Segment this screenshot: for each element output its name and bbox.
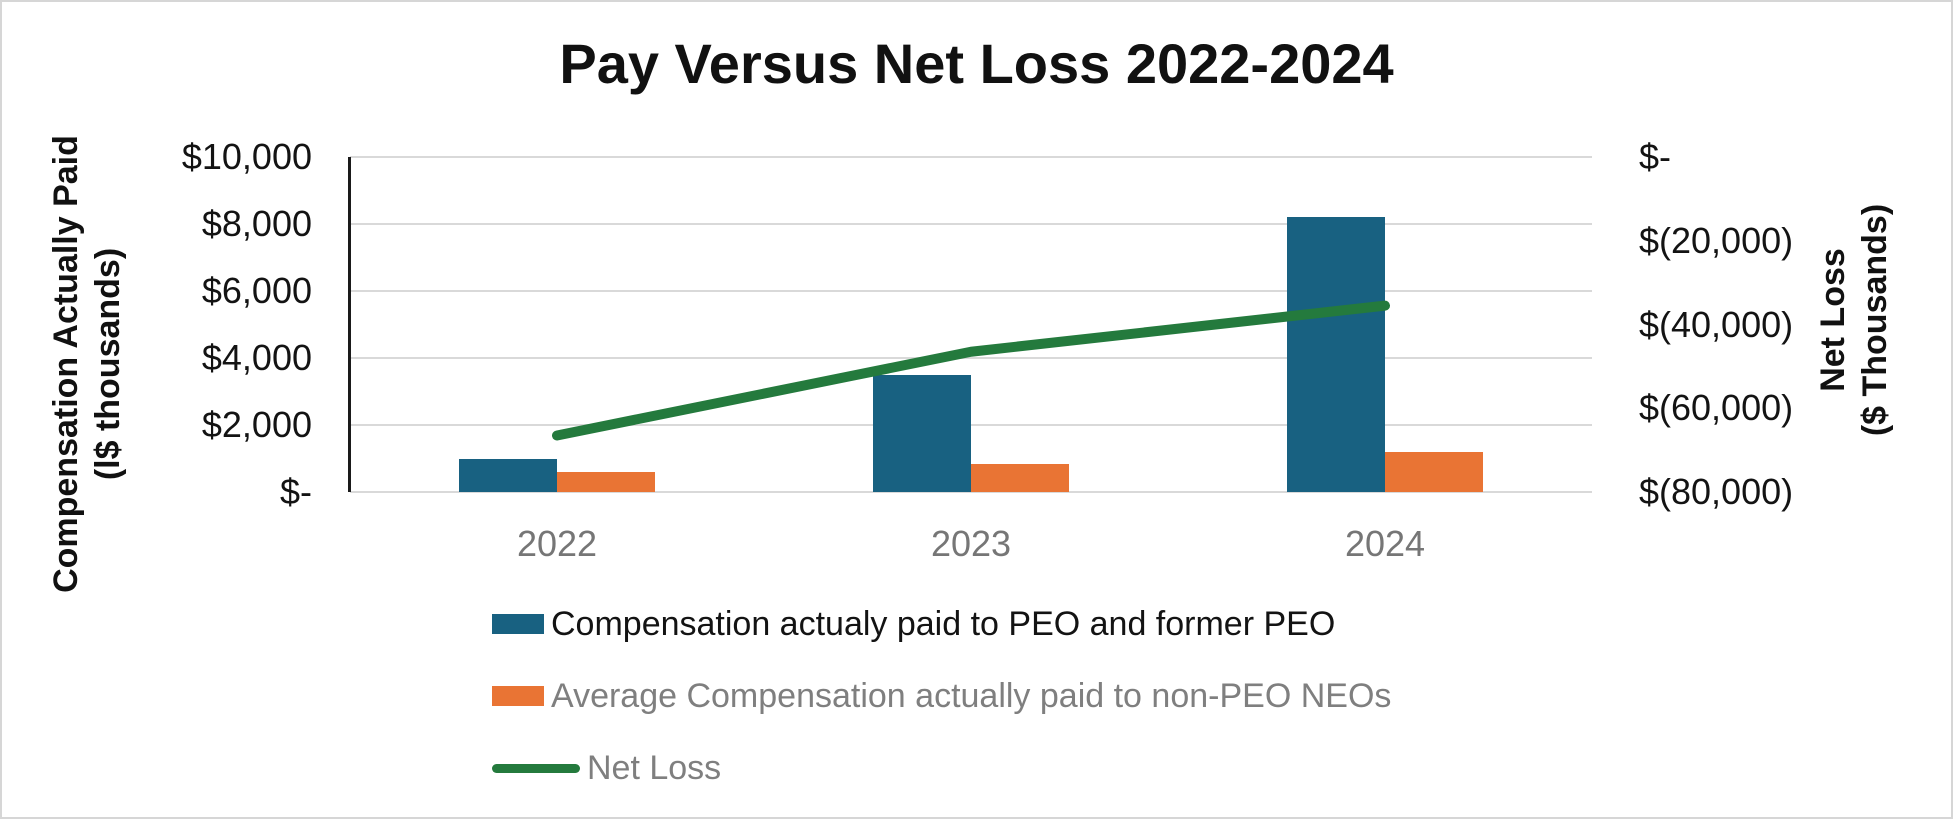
left-tick-label: $4,000	[201, 337, 312, 378]
x-axis-label-2022: 2022	[516, 523, 598, 564]
bar-peo-2023	[873, 374, 971, 492]
left-tick-label: $-	[279, 471, 312, 512]
bar-non-peo-2022	[557, 471, 655, 492]
chart-title: Pay Versus Net Loss 2022-2024	[559, 32, 1394, 95]
bar-non-peo-2024	[1385, 451, 1483, 492]
net-loss-line	[552, 300, 1390, 441]
gridline	[350, 357, 1592, 359]
legend-bar-swatch	[492, 614, 544, 634]
bar-non-peo-2023	[971, 463, 1069, 492]
gridline	[350, 290, 1592, 292]
gridline	[350, 156, 1592, 158]
gridline	[350, 424, 1592, 426]
right-tick-label: $(60,000)	[1639, 387, 1794, 429]
legend-item-2: Average Compensation actually paid to no…	[492, 672, 1391, 720]
plot-area	[348, 156, 1592, 493]
right-tick-label: $(40,000)	[1639, 303, 1794, 345]
legend-label: Compensation actualy paid to PEO and for…	[551, 604, 1336, 643]
legend-item-3: Net Loss	[492, 744, 1391, 792]
legend-line-swatch	[492, 763, 580, 773]
legend-bar-swatch	[492, 686, 544, 706]
x-axis-label-2023: 2023	[930, 523, 1012, 564]
bar-peo-2022	[459, 458, 557, 492]
left-axis-title-line1: Compensation Actually Paid	[47, 135, 85, 593]
x-axis-label-2024: 2024	[1344, 523, 1426, 564]
left-tick-label: $2,000	[201, 404, 312, 445]
legend-item-1: Compensation actualy paid to PEO and for…	[492, 600, 1391, 648]
left-tick-label: $10,000	[181, 136, 312, 177]
bar-peo-2024	[1287, 217, 1385, 492]
right-tick-label: $-	[1639, 136, 1672, 177]
y-axis-line	[348, 157, 351, 492]
right-tick-label: $(80,000)	[1639, 471, 1794, 512]
net-loss-line-layer	[552, 300, 1390, 441]
right-tick-label: $(20,000)	[1639, 219, 1794, 261]
left-tick-label: $8,000	[201, 203, 312, 244]
legend-label: Average Compensation actually paid to no…	[551, 676, 1392, 715]
gridline	[350, 491, 1592, 493]
legend: Compensation actualy paid to PEO and for…	[492, 600, 1391, 816]
left-tick-label: $6,000	[201, 270, 312, 311]
legend-label: Net Loss	[587, 748, 722, 787]
gridline	[350, 223, 1592, 225]
